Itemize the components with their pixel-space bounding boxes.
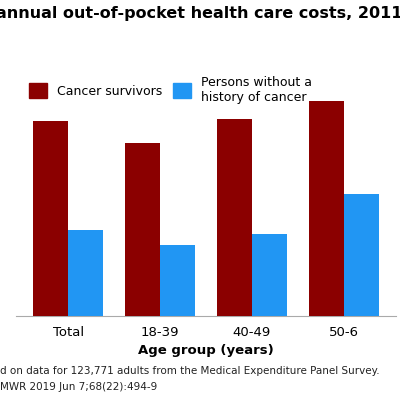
Text: d on data for 123,771 adults from the Medical Expenditure Panel Survey.: d on data for 123,771 adults from the Me… [0,366,380,376]
Text: annual out-of-pocket health care costs, 2011-2016: annual out-of-pocket health care costs, … [0,6,400,21]
Bar [252,234,287,316]
Bar [309,101,344,316]
Bar [217,120,252,316]
Bar [125,143,160,316]
Legend: Cancer survivors, Persons without a
history of cancer: Cancer survivors, Persons without a hist… [26,73,315,106]
Bar [160,245,195,316]
Bar [344,194,379,316]
Bar [33,121,68,316]
Bar [68,230,103,316]
Text: MWR 2019 Jun 7;68(22):494-9: MWR 2019 Jun 7;68(22):494-9 [0,382,157,392]
X-axis label: Age group (years): Age group (years) [138,344,274,357]
